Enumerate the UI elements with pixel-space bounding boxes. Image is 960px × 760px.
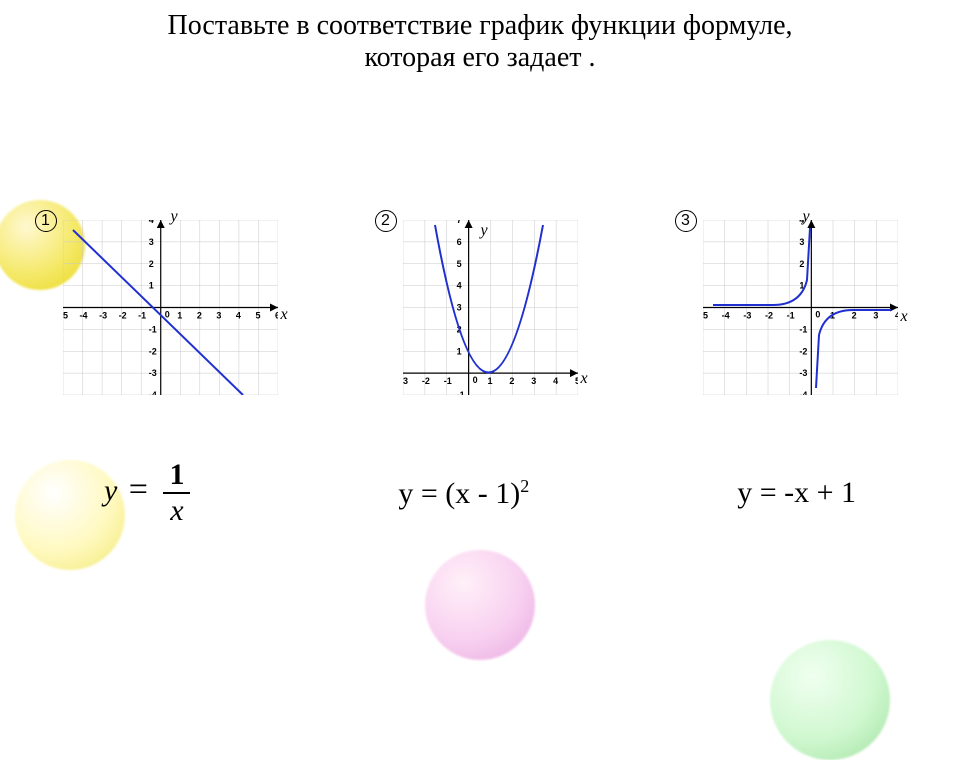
chart-2-svg: -3-2-1012345-11234567 [403,220,578,395]
svg-text:3: 3 [216,311,221,321]
formula-1-eq: = [129,471,148,508]
svg-text:-2: -2 [118,311,126,321]
svg-text:4: 4 [456,281,461,291]
chart-3-svg: -5-4-3-2-101234-4-3-2-11234 [703,220,898,395]
svg-text:1: 1 [487,376,492,386]
formula-3-text: у = -х + 1 [737,476,856,509]
svg-text:-4: -4 [799,390,807,395]
svg-text:4: 4 [148,220,153,225]
svg-text:2: 2 [196,311,201,321]
x-axis-label-1: x [281,306,288,324]
svg-text:2: 2 [851,311,856,321]
svg-text:1: 1 [177,311,182,321]
svg-text:-1: -1 [443,376,451,386]
formulas-row: y = 1 x у = (х - 1)2 у = -х + 1 [0,460,960,526]
svg-text:-2: -2 [765,311,773,321]
svg-text:-1: -1 [138,311,146,321]
svg-text:-1: -1 [799,324,807,334]
svg-text:-1: -1 [456,390,464,395]
chart-1: 1 y x -5-4-3-2-10123456-4-3-2-11234 [63,220,278,395]
svg-text:-1: -1 [786,311,794,321]
svg-text:-3: -3 [799,368,807,378]
x-axis-label-2: x [581,370,588,388]
svg-text:2: 2 [799,259,804,269]
chart-number-2: 2 [375,210,397,232]
svg-text:4: 4 [553,376,558,386]
svg-text:-3: -3 [148,368,156,378]
formula-2-text: у = (х - 1) [398,477,520,510]
svg-text:0: 0 [164,310,169,320]
page-title: Поставьте в соответствие график функции … [0,10,960,74]
formula-1-denominator: x [164,494,189,526]
svg-text:4: 4 [895,311,898,321]
svg-text:-5: -5 [63,311,68,321]
formula-3: у = -х + 1 [737,476,856,510]
y-axis-label-1: y [171,208,178,226]
svg-text:2: 2 [509,376,514,386]
svg-text:6: 6 [275,311,278,321]
y-axis-label-3: y [803,208,810,226]
y-axis-label-2: y [481,222,488,240]
svg-text:0: 0 [815,310,820,320]
svg-text:3: 3 [456,303,461,313]
svg-text:5: 5 [456,259,461,269]
svg-text:-5: -5 [703,311,708,321]
svg-text:5: 5 [575,376,578,386]
x-axis-label-3: x [901,308,908,326]
svg-text:4: 4 [235,311,240,321]
svg-text:-2: -2 [421,376,429,386]
formula-1-fraction: 1 x [163,460,190,526]
chart-2: 2 y x -3-2-1012345-11234567 [403,220,578,395]
svg-text:0: 0 [472,375,477,385]
svg-text:-3: -3 [99,311,107,321]
svg-text:3: 3 [531,376,536,386]
svg-text:3: 3 [148,237,153,247]
formula-1: y = 1 x [104,460,191,526]
svg-text:3: 3 [873,311,878,321]
formula-1-numerator: 1 [163,460,190,494]
svg-text:1: 1 [456,346,461,356]
svg-text:1: 1 [148,281,153,291]
svg-text:-1: -1 [148,324,156,334]
chart-number-3: 3 [675,210,697,232]
chart-3: 3 y x -5-4-3-2-101234-4-3-2-11234 [703,220,898,395]
svg-text:2: 2 [148,259,153,269]
svg-text:-4: -4 [721,311,729,321]
svg-text:-2: -2 [799,346,807,356]
charts-row: 1 y x -5-4-3-2-10123456-4-3-2-11234 2 y … [0,220,960,395]
formula-2: у = (х - 1)2 [398,476,529,511]
svg-text:-4: -4 [148,390,156,395]
chart-number-1: 1 [35,210,57,232]
title-line1: Поставьте в соответствие график функции … [167,10,792,41]
svg-text:3: 3 [799,237,804,247]
svg-text:-3: -3 [743,311,751,321]
svg-text:-4: -4 [79,311,87,321]
svg-text:6: 6 [456,237,461,247]
formula-1-lhs: y [104,474,117,507]
svg-text:-3: -3 [403,376,408,386]
chart-1-svg: -5-4-3-2-10123456-4-3-2-11234 [63,220,278,395]
formula-2-sup: 2 [520,476,529,496]
svg-text:-2: -2 [148,346,156,356]
title-line2: которая его задает . [364,42,595,73]
svg-text:5: 5 [255,311,260,321]
svg-text:7: 7 [456,220,461,225]
